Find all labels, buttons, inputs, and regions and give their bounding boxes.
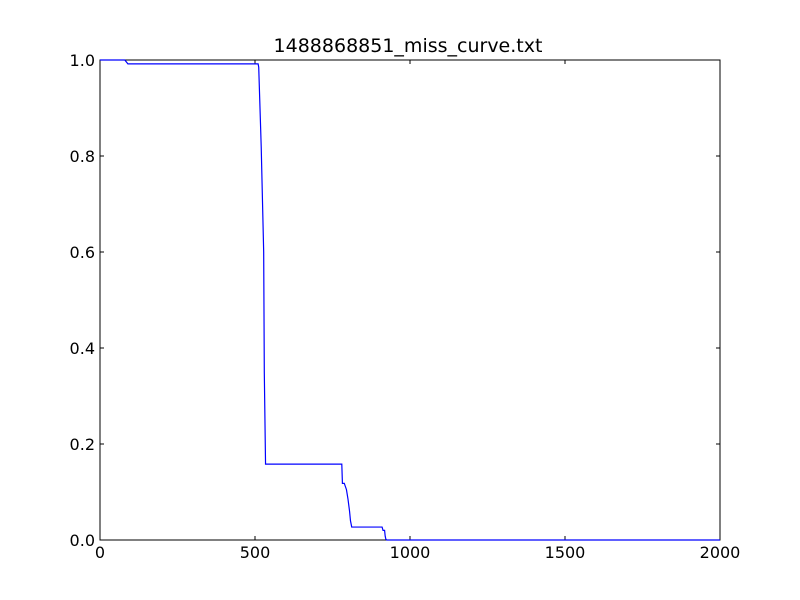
x-tick-label: 500 xyxy=(240,543,271,562)
x-tick-label: 1500 xyxy=(545,543,586,562)
axis-ticks xyxy=(99,59,721,541)
y-tick-label: 0.8 xyxy=(70,147,95,166)
x-tick-label: 1000 xyxy=(390,543,431,562)
x-tick-label: 0 xyxy=(95,543,105,562)
x-tick-label: 2000 xyxy=(700,543,741,562)
series-line-0 xyxy=(100,59,720,541)
y-tick-label: 0.4 xyxy=(70,339,95,358)
y-tick-label: 0.2 xyxy=(70,435,95,454)
axis-tick-labels: 0 500 1000 1500 2000 0.0 0.2 0.4 0.6 0.8 1.0 xyxy=(70,51,741,562)
y-tick-label: 1.0 xyxy=(70,51,95,70)
series-group xyxy=(100,59,720,541)
plot-frame xyxy=(99,59,721,541)
y-tick-label: 0.0 xyxy=(70,531,95,550)
y-tick-label: 0.6 xyxy=(70,243,95,262)
chart-title: 1488868851_miss_curve.txt xyxy=(274,35,543,57)
